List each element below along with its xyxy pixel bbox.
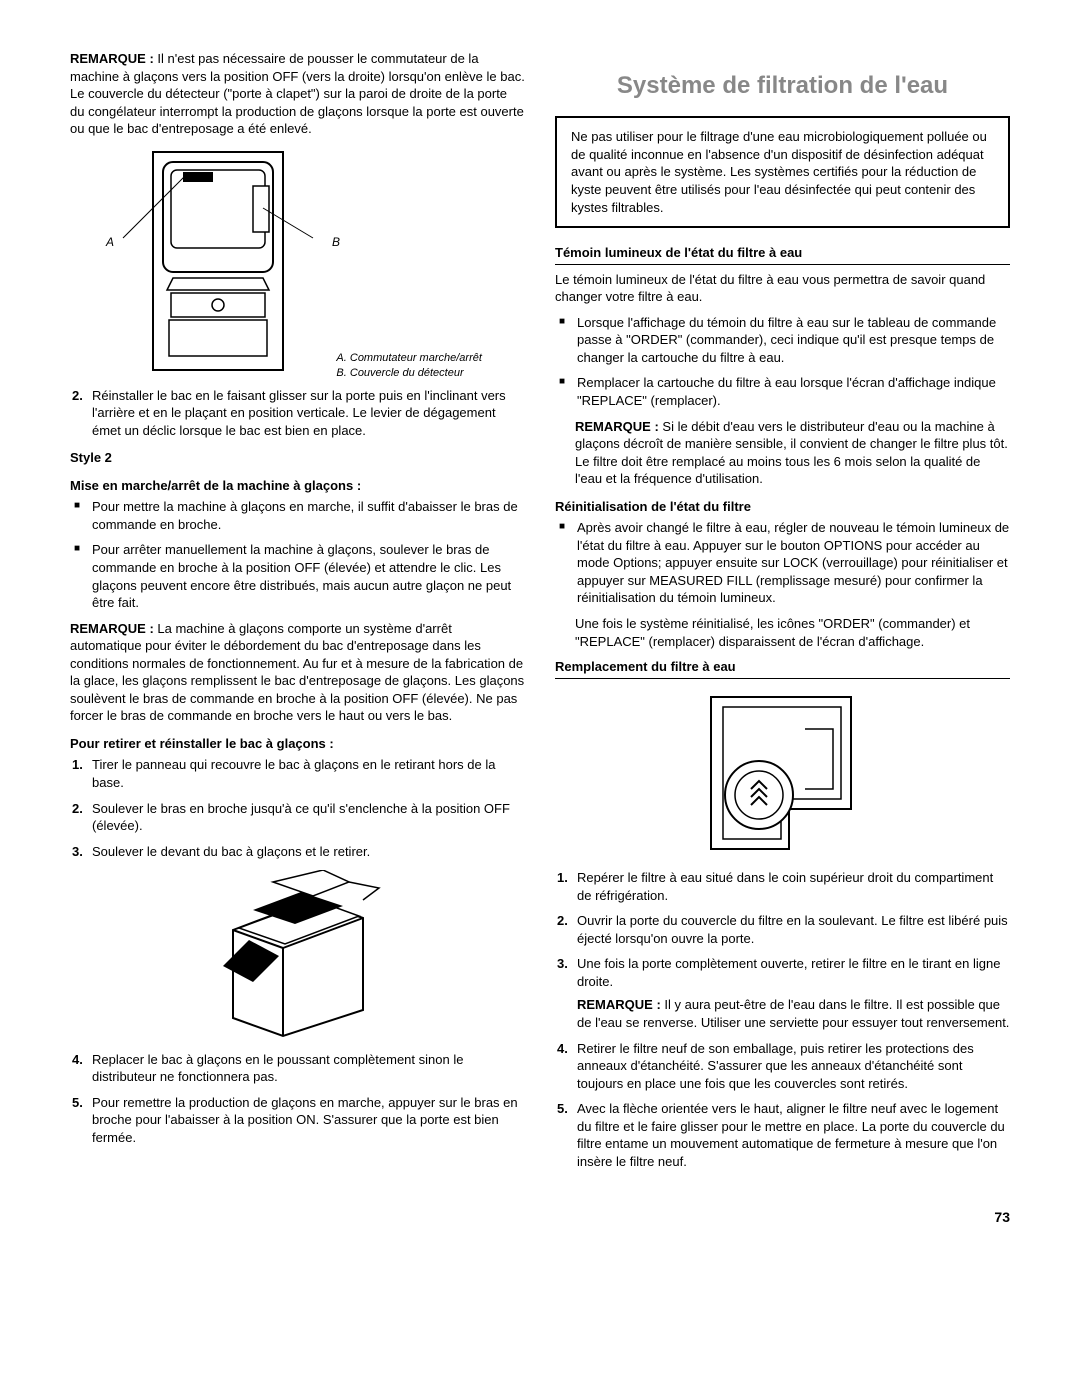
remove-list: 1. Tirer le panneau qui recouvre le bac à… <box>70 756 525 860</box>
remove-4-text: Replacer le bac à glaçons en le poussant… <box>92 1052 463 1085</box>
remove-4: 4. Replacer le bac à glaçons en le poussa… <box>70 1051 525 1086</box>
reset-p2: Une fois le système réinitialisé, les ic… <box>575 615 1010 650</box>
rep-2: 2. Ouvrir la porte du couvercle du filtre… <box>555 912 1010 947</box>
rep-5-num: 5. <box>557 1100 568 1118</box>
remove-3: 3. Soulever le devant du bac à glaçons et… <box>70 843 525 861</box>
remarque-2-text: La machine à glaçons comporte un système… <box>70 621 524 724</box>
replace-list: 1. Repérer le filtre à eau situé dans le … <box>555 869 1010 1170</box>
figure-1-label-b: B <box>332 234 340 250</box>
remove-5-text: Pour remettre la production de glaçons e… <box>92 1095 518 1145</box>
rep-5: 5. Avec la flèche orientée vers le haut, … <box>555 1100 1010 1170</box>
status-b1: Lorsque l'affichage du témoin du filtre … <box>555 314 1010 367</box>
remove-list-2: 4. Replacer le bac à glaçons en le poussa… <box>70 1051 525 1147</box>
remarque-1: REMARQUE : Il n'est pas nécessaire de po… <box>70 50 525 138</box>
figure-1-caption-a: A. Commutateur marche/arrêt <box>336 352 482 364</box>
rep-2-num: 2. <box>557 912 568 930</box>
status-intro: Le témoin lumineux de l'état du filtre à… <box>555 271 1010 306</box>
step-2-item: 2. Réinstaller le bac en le faisant glis… <box>70 387 525 440</box>
status-bullets: Lorsque l'affichage du témoin du filtre … <box>555 314 1010 410</box>
rep-4: 4. Retirer le filtre neuf de son emballag… <box>555 1040 1010 1093</box>
remove-4-num: 4. <box>72 1051 83 1069</box>
rep-5-text: Avec la flèche orientée vers le haut, al… <box>577 1101 1005 1169</box>
page-content: REMARQUE : Il n'est pas nécessaire de po… <box>70 50 1010 1178</box>
figure-3 <box>555 689 1010 864</box>
rep-1: 1. Repérer le filtre à eau situé dans le … <box>555 869 1010 904</box>
figure-1-caption: A. Commutateur marche/arrêt B. Couvercle… <box>336 351 482 381</box>
remove-1-text: Tirer le panneau qui recouvre le bac à g… <box>92 757 495 790</box>
sub-reset: Réinitialisation de l'état du filtre <box>555 498 1010 516</box>
page-number: 73 <box>70 1208 1010 1227</box>
rep-4-num: 4. <box>557 1040 568 1058</box>
heading-onoff: Mise en marche/arrêt de la machine à gla… <box>70 477 525 495</box>
status-b2: Remplacer la cartouche du filtre à eau l… <box>555 374 1010 409</box>
rep-3-num: 3. <box>557 955 568 973</box>
rep-4-text: Retirer le filtre neuf de son emballage,… <box>577 1041 974 1091</box>
rep-3-text: Une fois la porte complètement ouverte, … <box>577 956 1000 989</box>
reset-bullets: Après avoir changé le filtre à eau, régl… <box>555 519 1010 607</box>
remove-3-num: 3. <box>72 843 83 861</box>
remove-5: 5. Pour remettre la production de glaçons… <box>70 1094 525 1147</box>
remove-5-num: 5. <box>72 1094 83 1112</box>
remove-2-text: Soulever le bras en broche jusqu'à ce qu… <box>92 801 510 834</box>
step-2-number: 2. <box>72 387 83 405</box>
left-column: REMARQUE : Il n'est pas nécessaire de po… <box>70 50 525 1178</box>
style-2-label: Style 2 <box>70 449 525 467</box>
onoff-bullets: Pour mettre la machine à glaçons en marc… <box>70 498 525 611</box>
onoff-bullet-1: Pour mettre la machine à glaçons en marc… <box>70 498 525 533</box>
remarque-1-label: REMARQUE : <box>70 51 154 66</box>
rep-1-num: 1. <box>557 869 568 887</box>
status-remarque: REMARQUE : Si le débit d'eau vers le dis… <box>575 418 1010 488</box>
remove-2-num: 2. <box>72 800 83 818</box>
remarque-2: REMARQUE : La machine à glaçons comporte… <box>70 620 525 725</box>
status-remarque-label: REMARQUE : <box>575 419 659 434</box>
filter-diagram <box>693 689 873 859</box>
figure-1: A B A. Commutateur marche/arrêt B. Couve… <box>70 148 525 381</box>
rep-3: 3. Une fois la porte complètement ouverte… <box>555 955 1010 1031</box>
rep-1-text: Repérer le filtre à eau situé dans le co… <box>577 870 993 903</box>
right-column: Système de filtration de l'eau Ne pas ut… <box>555 50 1010 1178</box>
remove-1-num: 1. <box>72 756 83 774</box>
step-2-text: Réinstaller le bac en le faisant glisser… <box>92 388 506 438</box>
ice-bin-diagram <box>203 870 393 1040</box>
remove-2: 2. Soulever le bras en broche jusqu'à ce … <box>70 800 525 835</box>
onoff-bullet-2: Pour arrêter manuellement la machine à g… <box>70 541 525 611</box>
section-title: Système de filtration de l'eau <box>555 70 1010 102</box>
warning-box: Ne pas utiliser pour le filtrage d'une e… <box>555 116 1010 228</box>
remarque-2-label: REMARQUE : <box>70 621 154 636</box>
heading-remove: Pour retirer et réinstaller le bac à gla… <box>70 735 525 753</box>
ice-door-diagram <box>113 148 333 376</box>
remove-3-text: Soulever le devant du bac à glaçons et l… <box>92 844 370 859</box>
reset-b1: Après avoir changé le filtre à eau, régl… <box>555 519 1010 607</box>
step-2-list: 2. Réinstaller le bac en le faisant glis… <box>70 387 525 440</box>
rep-2-text: Ouvrir la porte du couvercle du filtre e… <box>577 913 1008 946</box>
figure-2 <box>70 870 525 1045</box>
figure-1-caption-b: B. Couvercle du détecteur <box>336 367 463 379</box>
rep-3-remarque-label: REMARQUE : <box>577 997 661 1012</box>
sub-replace: Remplacement du filtre à eau <box>555 658 1010 679</box>
sub-status: Témoin lumineux de l'état du filtre à ea… <box>555 244 1010 265</box>
rep-3-remarque: REMARQUE : Il y aura peut-être de l'eau … <box>577 996 1010 1031</box>
figure-1-label-a: A <box>106 234 114 250</box>
remove-1: 1. Tirer le panneau qui recouvre le bac à… <box>70 756 525 791</box>
